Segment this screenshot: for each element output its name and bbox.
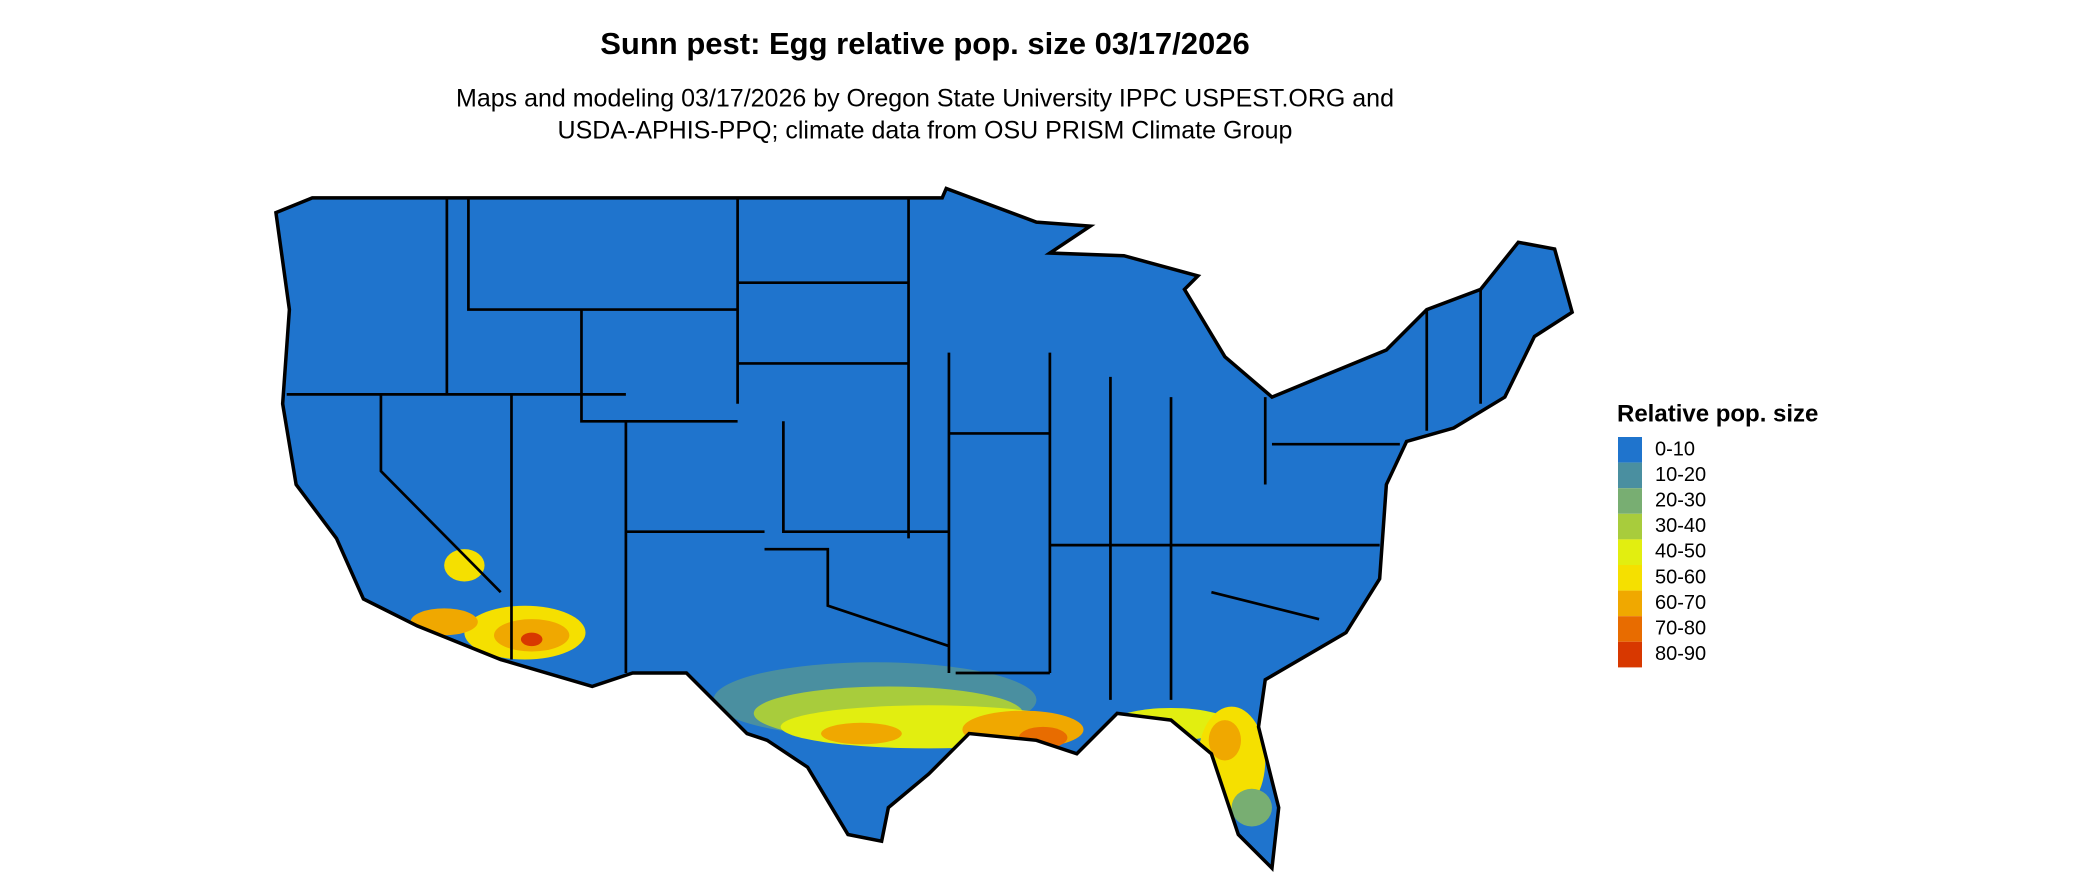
map-region: [275, 188, 1573, 869]
legend-swatch: [1618, 462, 1642, 489]
heat-area: [520, 632, 543, 647]
legend-label: 70-80: [1655, 617, 1706, 639]
legend-swatch: [1618, 641, 1642, 668]
title: Sunn pest: Egg relative pop. size 03/17/…: [600, 26, 1250, 61]
legend-swatch: [1618, 539, 1642, 565]
heat-area: [821, 722, 902, 745]
heat-area: [1231, 788, 1272, 827]
state-border: [286, 197, 1482, 700]
subtitle: Maps and modeling 03/17/2026 by Oregon S…: [456, 85, 1394, 113]
legend-swatch: [1618, 488, 1642, 514]
legend: 0-10 10-20 20-30 30-40 40-50 50-60 60-70 70-80 8…: [1618, 437, 1706, 668]
legend-swatch: [1618, 565, 1642, 591]
legend-label: 20-30: [1655, 489, 1706, 511]
legend-label: 50-60: [1655, 566, 1706, 588]
legend-swatch: [1618, 590, 1642, 617]
legend-label: 80-90: [1655, 643, 1706, 665]
map: [274, 186, 1574, 870]
legend-label: 60-70: [1655, 592, 1706, 614]
heat-area: [1208, 720, 1242, 761]
legend-label: 30-40: [1655, 515, 1706, 537]
subtitle: USDA-APHIS-PPQ; climate data from OSU PR…: [558, 117, 1293, 145]
heat-area: [410, 608, 478, 636]
legend-label: 10-20: [1655, 464, 1706, 486]
heat-area: [444, 549, 485, 582]
legend-label: 0-10: [1655, 438, 1695, 460]
legend-label: 40-50: [1655, 541, 1706, 563]
legend-swatch: [1618, 437, 1642, 463]
legend-swatch: [1618, 616, 1642, 642]
heat-area: [962, 710, 1084, 749]
legend-title: Relative pop. size: [1617, 400, 1818, 427]
legend-swatch: [1618, 513, 1642, 540]
